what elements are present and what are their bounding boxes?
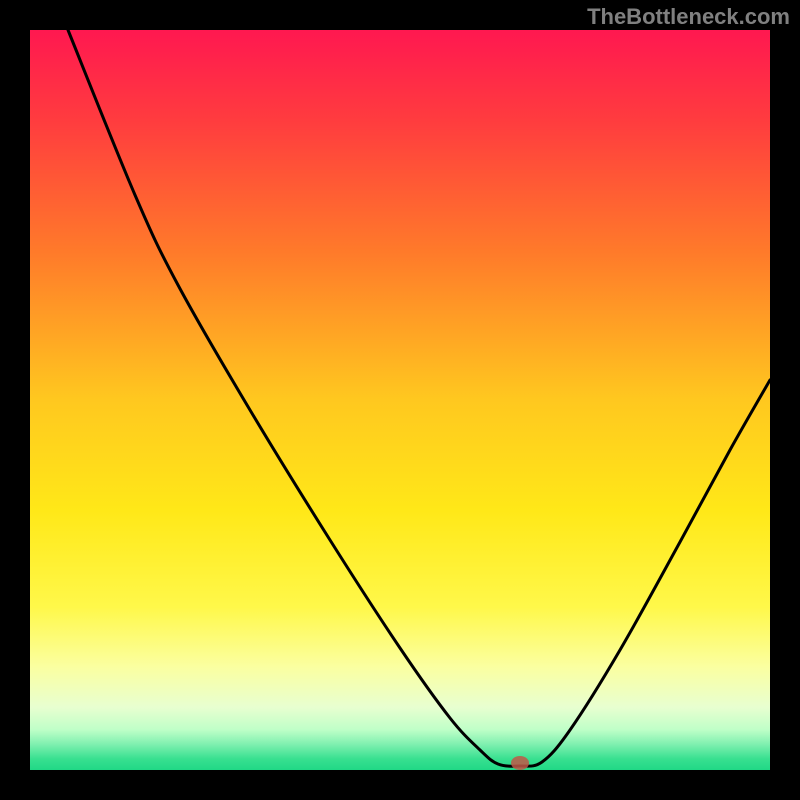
- bottleneck-chart: [0, 0, 800, 800]
- chart-frame: TheBottleneck.com: [0, 0, 800, 800]
- optimum-marker: [511, 756, 529, 770]
- watermark-text: TheBottleneck.com: [587, 4, 790, 30]
- gradient-background: [30, 30, 770, 770]
- plot-area: [30, 30, 770, 770]
